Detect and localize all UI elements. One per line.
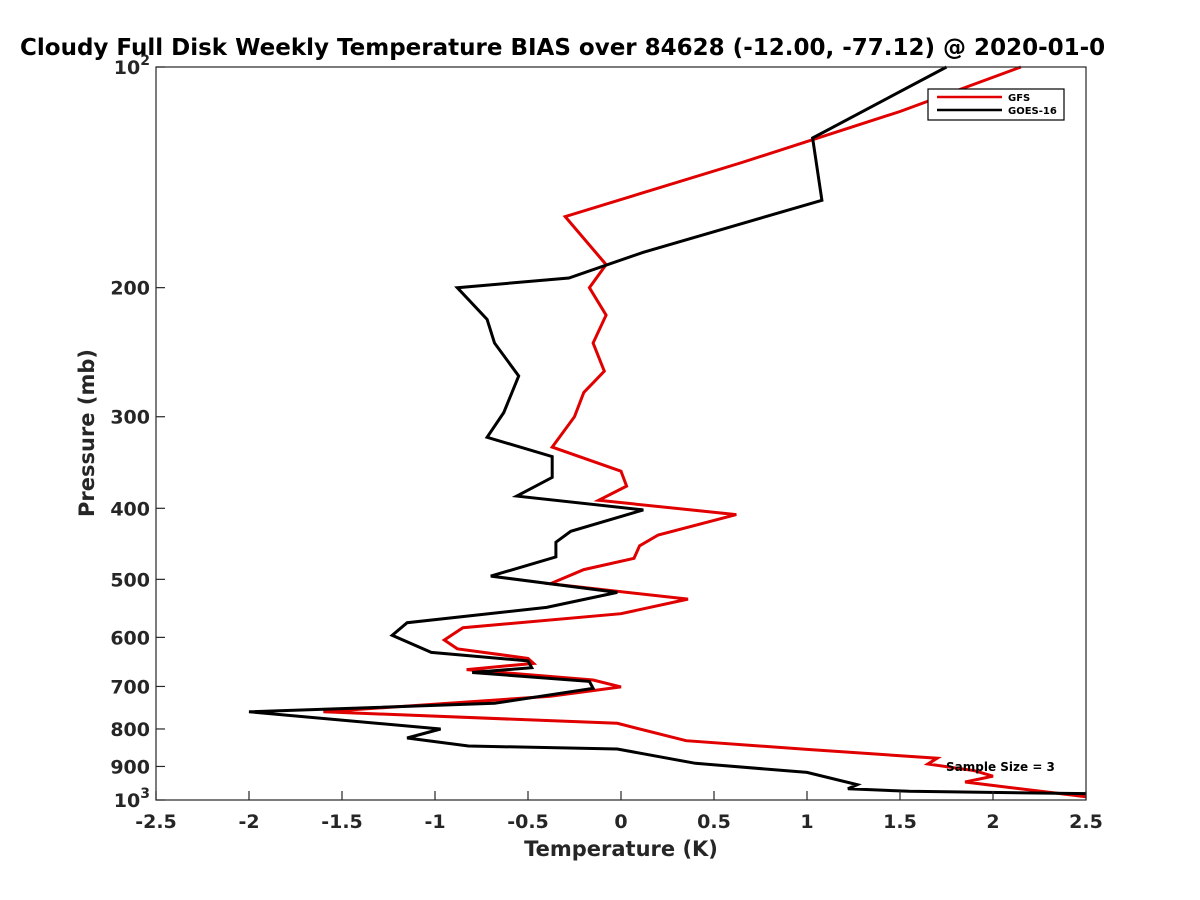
- legend-label-goes16: GOES-16: [1008, 106, 1057, 117]
- y-tick-label: 103: [114, 786, 150, 812]
- x-axis: -2.5 -2 -1.5 -1 -0.5 0 0.5 1 1.5 2 2.5: [135, 791, 1103, 833]
- x-tick-label: 2.5: [1069, 811, 1103, 833]
- y-axis: 102 200 300 400 500 600 700 800 900 103: [110, 53, 165, 812]
- plot-area-frame: [155, 66, 1087, 801]
- chart-title: Cloudy Full Disk Weekly Temperature BIAS…: [20, 35, 1105, 61]
- y-tick-label: 102: [114, 53, 150, 79]
- legend-label-gfs: GFS: [1008, 93, 1030, 104]
- series-line-gfs: [323, 65, 1087, 799]
- series-line-goes16: [248, 65, 1087, 796]
- x-axis-label: Temperature (K): [524, 837, 718, 861]
- y-tick-label: 800: [110, 719, 150, 741]
- series-layer: [248, 65, 1087, 799]
- x-tick-label: -1: [424, 811, 445, 833]
- x-tick-label: 0: [614, 811, 627, 833]
- y-tick-label: 900: [110, 756, 150, 778]
- x-tick-label: -1.5: [321, 811, 363, 833]
- x-tick-label: -2: [238, 811, 259, 833]
- legend: GFS GOES-16: [927, 88, 1065, 121]
- x-tick-label: -2.5: [135, 811, 177, 833]
- y-tick-label: 300: [110, 407, 150, 429]
- y-tick-label: 700: [110, 676, 150, 698]
- y-tick-label: 500: [110, 569, 150, 591]
- y-tick-label: 400: [110, 498, 150, 520]
- x-tick-label: -0.5: [507, 811, 549, 833]
- y-tick-label: 600: [110, 627, 150, 649]
- x-tick-label: 2: [986, 811, 999, 833]
- sample-size-annotation: Sample Size = 3: [946, 760, 1055, 774]
- x-tick-label: 0.5: [697, 811, 731, 833]
- y-tick-label: 200: [110, 278, 150, 300]
- legend-box: [927, 88, 1065, 121]
- x-tick-label: 1: [800, 811, 813, 833]
- y-axis-label: Pressure (mb): [75, 349, 99, 517]
- x-tick-label: 1.5: [883, 811, 917, 833]
